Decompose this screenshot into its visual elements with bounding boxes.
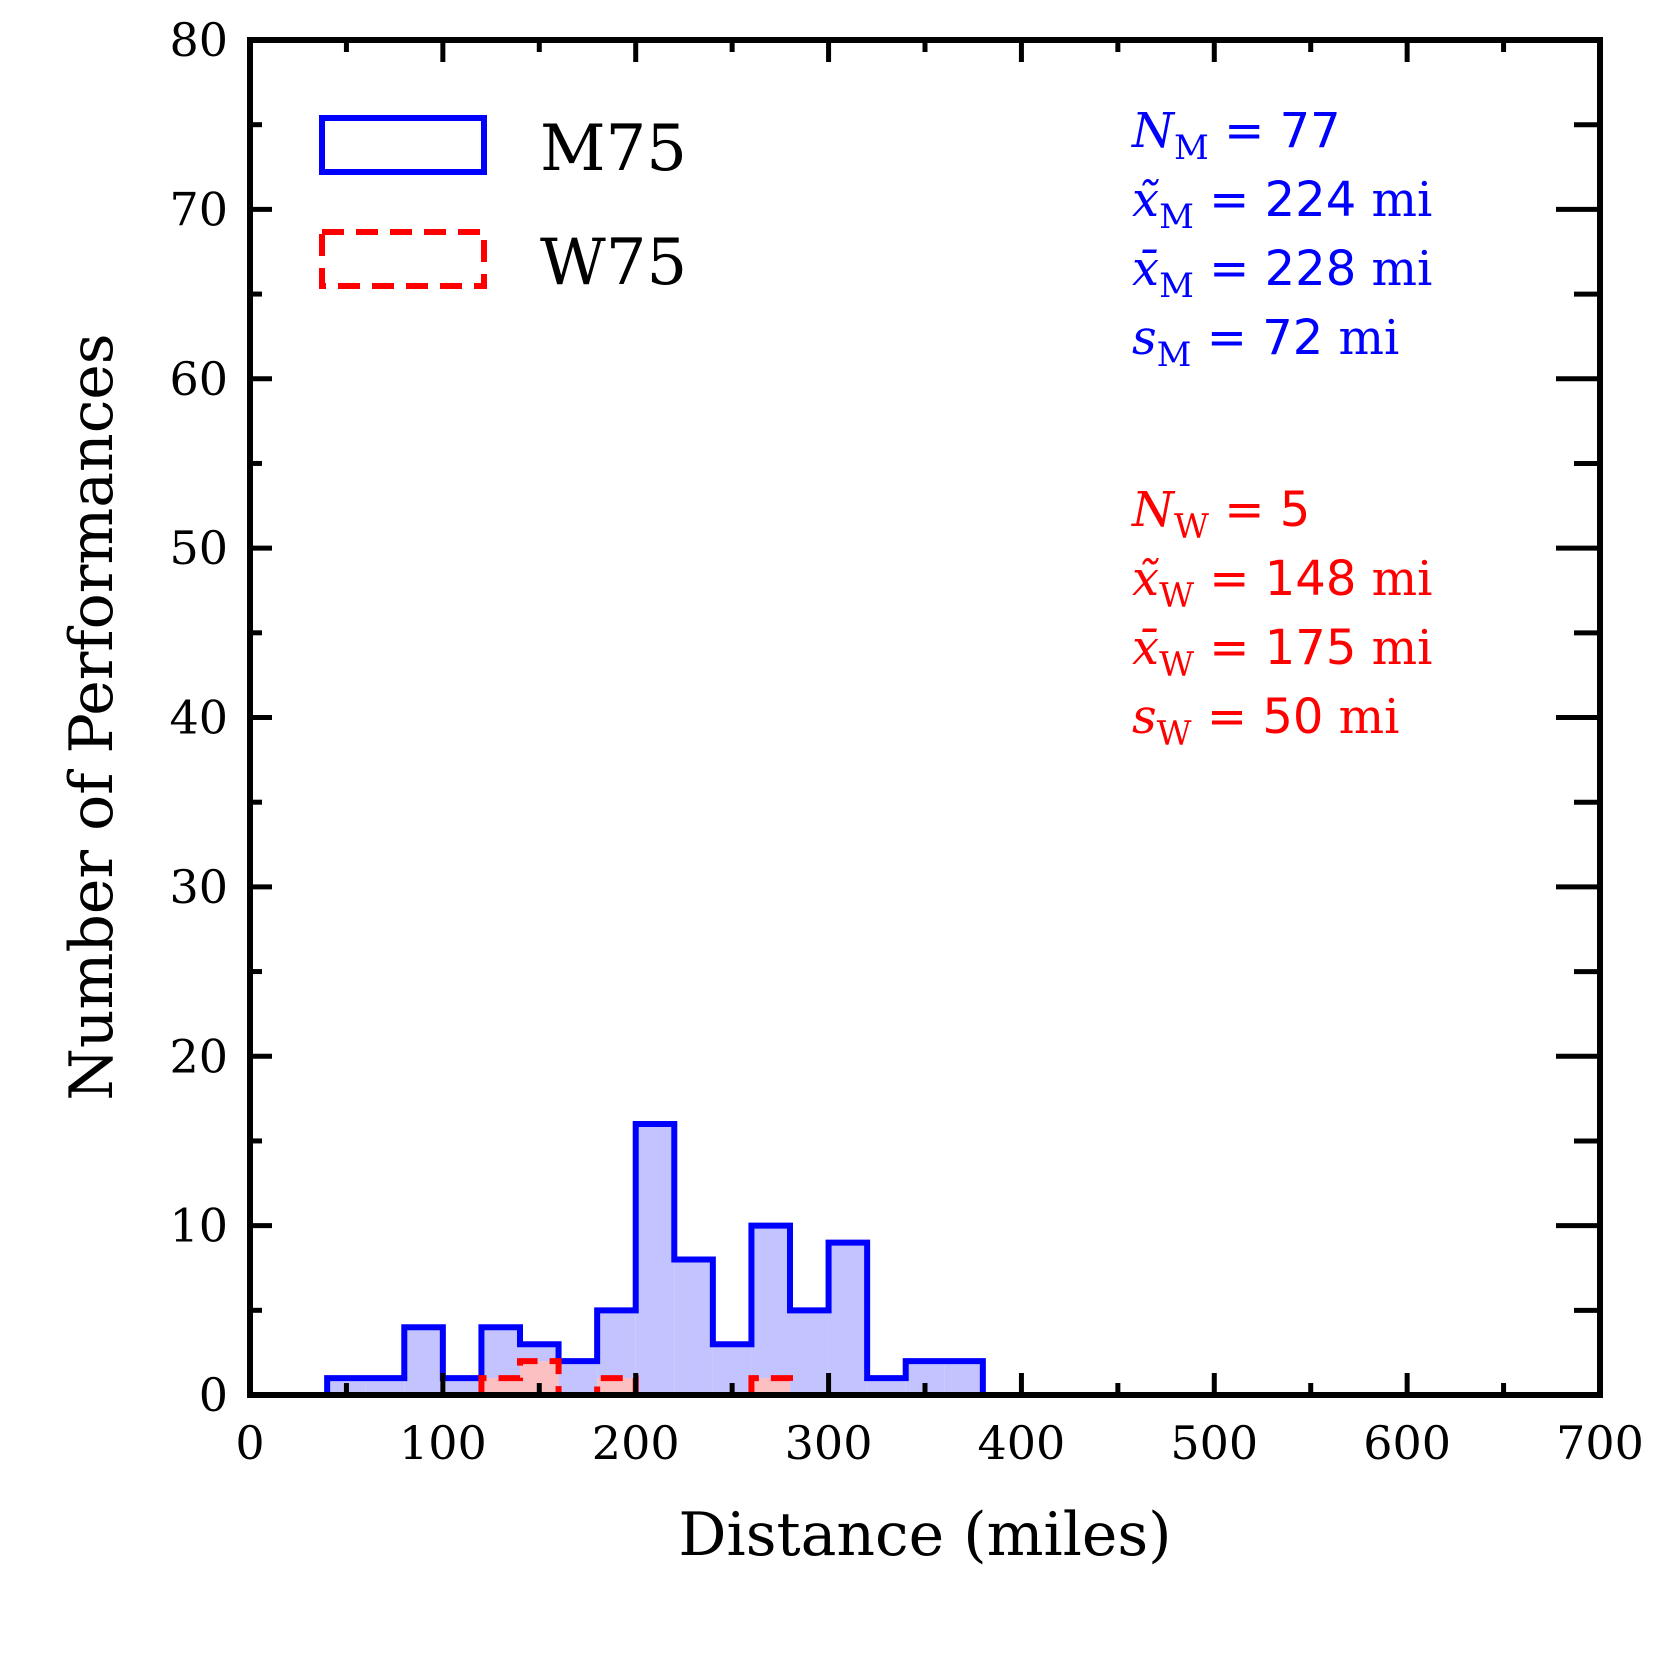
stat-value: = 228 [1194, 241, 1356, 297]
stat-subscript: W [1174, 507, 1209, 547]
stat-subscript: W [1159, 576, 1194, 616]
stat-value: = 224 [1194, 172, 1356, 228]
legend-label-m75: M75 [540, 112, 687, 186]
x-tick-label: 0 [235, 1416, 264, 1470]
stat-line-women: x̃W = 148 mi [1132, 551, 1433, 616]
bar-m75 [867, 1378, 906, 1395]
bar-m75 [790, 1310, 829, 1395]
x-tick-label: 500 [1170, 1416, 1258, 1470]
legend: M75 W75 [319, 112, 687, 300]
x-axis-title: Distance (miles) [678, 1500, 1171, 1570]
stat-line-women: NW = 5 [1131, 482, 1310, 547]
stat-unit: mi [1356, 551, 1432, 607]
stat-line-men: NM = 77 [1131, 103, 1341, 168]
x-tick-label: 300 [785, 1416, 873, 1470]
stat-value: = 72 [1191, 310, 1323, 366]
ticks-layer: 0 100 200 300 400 500 600 700 0 10 20 30 40 50 60 70 80 [169, 13, 1643, 1470]
y-tick-label: 40 [169, 691, 228, 745]
bar-m75 [944, 1361, 983, 1395]
bar-w75 [597, 1378, 636, 1395]
y-tick-label: 50 [169, 521, 228, 575]
stat-line-men: x̃M = 224 mi [1132, 172, 1432, 237]
stat-value: = 148 [1194, 551, 1356, 607]
stat-subscript: M [1157, 335, 1192, 375]
bars-layer [324, 1121, 986, 1398]
stat-symbol: s [1132, 310, 1157, 366]
stat-subscript: M [1159, 197, 1194, 237]
stat-symbol: N [1131, 482, 1176, 538]
x-tick-label: 600 [1363, 1416, 1451, 1470]
plot-frame [247, 37, 1603, 1398]
y-tick-label: 10 [169, 1199, 228, 1253]
legend-swatch-m75 [319, 115, 487, 175]
stat-unit: mi [1323, 689, 1399, 745]
legend-label-w75: W75 [540, 226, 687, 300]
legend-swatch-w75 [319, 229, 487, 289]
y-tick-label: 20 [169, 1029, 228, 1083]
bar-m75 [404, 1327, 443, 1395]
stat-value: = 5 [1209, 482, 1310, 538]
bar-w75 [751, 1378, 790, 1395]
stat-unit: mi [1356, 172, 1432, 228]
y-axis-title: Number of Performances [57, 333, 127, 1100]
bar-m75 [674, 1259, 713, 1395]
bar-w75 [481, 1378, 520, 1395]
stat-value: = 50 [1192, 689, 1324, 745]
stat-subscript: M [1159, 266, 1194, 306]
bar-m75 [828, 1242, 868, 1395]
step-outline-w75 [478, 1358, 793, 1398]
x-tick-label: 700 [1556, 1416, 1644, 1470]
stat-symbol: N [1131, 103, 1176, 159]
stat-line-men: sM = 72 mi [1132, 310, 1399, 375]
stat-symbol: s [1132, 689, 1157, 745]
y-tick-label: 30 [169, 860, 228, 914]
stat-value: = 175 [1194, 620, 1356, 676]
y-tick-label: 0 [199, 1368, 228, 1422]
y-tick-label: 60 [169, 352, 228, 406]
bar-m75 [558, 1361, 598, 1395]
x-tick-label: 400 [978, 1416, 1066, 1470]
x-tick-label: 100 [399, 1416, 487, 1470]
stat-unit: mi [1323, 310, 1399, 366]
y-tick-label: 80 [169, 13, 228, 67]
stat-symbol: x̃ [1132, 551, 1159, 607]
bar-m75 [751, 1225, 790, 1395]
stat-unit: mi [1356, 241, 1432, 297]
bar-m75 [442, 1378, 482, 1395]
stat-line-men: x̄M = 228 mi [1132, 241, 1432, 306]
stat-subscript: W [1157, 714, 1192, 754]
x-tick-label: 200 [592, 1416, 680, 1470]
bar-m75 [635, 1124, 675, 1395]
stat-line-women: x̄W = 175 mi [1132, 620, 1433, 685]
stat-line-women: sW = 50 mi [1132, 689, 1400, 754]
y-tick-label: 70 [169, 182, 228, 236]
stat-unit: mi [1356, 620, 1432, 676]
stat-symbol: x̄ [1132, 241, 1159, 297]
stat-symbol: x̃ [1132, 172, 1159, 228]
step-outline-m75 [324, 1121, 986, 1395]
stat-subscript: W [1159, 645, 1194, 685]
stat-symbol: x̄ [1132, 620, 1159, 676]
stat-subscript: M [1174, 128, 1209, 168]
bar-m75 [365, 1378, 405, 1395]
stat-value: = 77 [1209, 103, 1341, 159]
